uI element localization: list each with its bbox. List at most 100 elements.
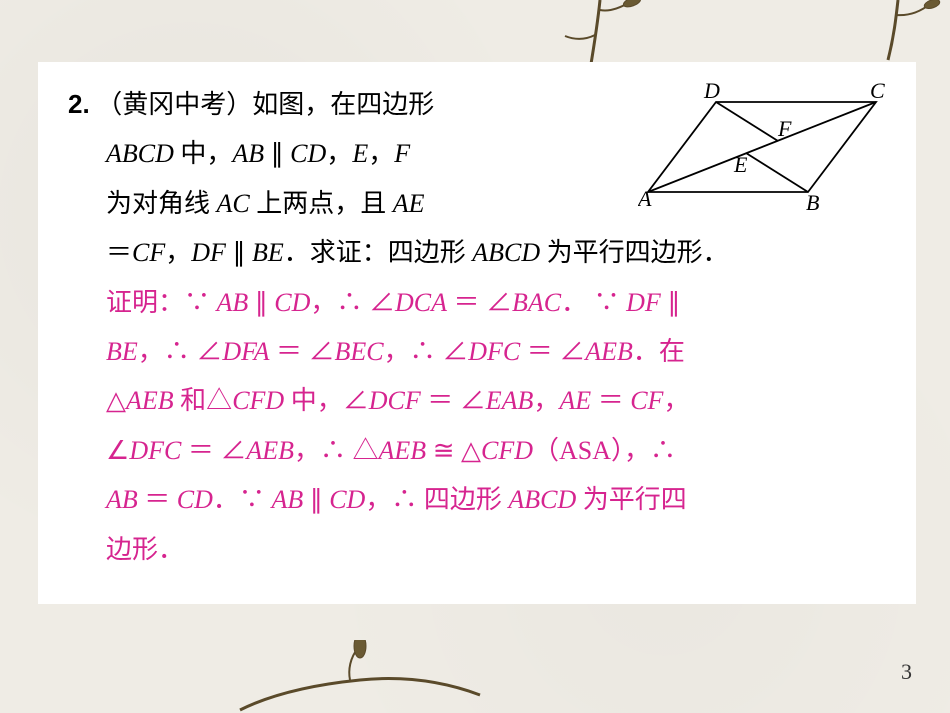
proof-line-2: BE， DFA ＝ BEC， DFC ＝ AEB．在 — [106, 327, 886, 376]
figure-label-F: F — [777, 116, 792, 141]
p-l3c: 上两点，且 — [250, 189, 393, 218]
angle-icon-6 — [559, 337, 585, 366]
proof-block: 证明： AB CD， DCA ＝ BAC． DF BE， DFA ＝ BEC， … — [68, 278, 886, 574]
geometry-figure: A B C D E F — [638, 80, 886, 210]
because-icon — [184, 288, 210, 317]
pf-AB2: AB — [106, 485, 138, 514]
pf-eq7: ＝ — [144, 485, 170, 514]
pf-DCF: DCF — [369, 386, 421, 415]
because-icon-3 — [239, 485, 265, 514]
proof-line-6: 边形． — [106, 525, 886, 574]
pf-5h: 四边形 — [424, 485, 509, 514]
pf-2b: ， — [138, 337, 164, 366]
pf-4d: ， — [294, 436, 320, 465]
therefore-icon — [336, 288, 362, 317]
content-box: A B C D E F 2. （黄冈中考）如图，在四边形 ABCD 中，AB C… — [38, 62, 916, 604]
p-l3a: 为对角线 — [106, 189, 217, 218]
pf-eq5: ＝ — [598, 386, 624, 415]
pf-CFD: CFD — [232, 386, 284, 415]
parallel-icon — [271, 139, 284, 168]
triangle-icon — [106, 386, 126, 415]
pf-2f: ， — [384, 337, 410, 366]
pf-ASA: ASA — [559, 436, 611, 465]
parallel-icon-2 — [232, 238, 245, 267]
pf-AEB: AEB — [585, 337, 633, 366]
figure-label-B: B — [806, 190, 819, 210]
therefore-icon-5 — [650, 436, 676, 465]
triangle-icon-2 — [206, 386, 232, 415]
src-close: ） — [226, 90, 252, 119]
figure-label-D: D — [703, 80, 720, 103]
parallel-icon-5 — [310, 485, 323, 514]
angle-icon-7 — [343, 386, 369, 415]
triangle-icon-4 — [461, 436, 481, 465]
pf-3b: 和 — [174, 386, 207, 415]
p-l2b: 中， — [174, 139, 233, 168]
p-l2g: ， — [368, 139, 394, 168]
angle-icon-5 — [442, 337, 468, 366]
p-F: F — [394, 139, 410, 168]
pf-1d: ， — [310, 288, 336, 317]
pf-CF: CF — [630, 386, 663, 415]
figure-label-E: E — [733, 152, 748, 177]
pf-CD3: CD — [329, 485, 365, 514]
proof-line-5: AB ＝ CD． AB CD， 四边形 ABCD 为平行四 — [106, 475, 886, 524]
pf-DFC: DFC — [468, 337, 520, 366]
pf-CD: CD — [274, 288, 310, 317]
p-eq1: ＝ — [68, 238, 132, 267]
pf-eq1: ＝ — [453, 288, 479, 317]
pf-AEB3: AEB — [246, 436, 294, 465]
pf-BE: BE — [106, 337, 138, 366]
p-ABCD: ABCD — [106, 139, 174, 168]
pf-DFA: DFA — [222, 337, 269, 366]
parallel-icon-3 — [255, 288, 268, 317]
pf-6a: 边形． — [106, 535, 184, 564]
pf-AEB4: AEB — [379, 436, 427, 465]
p-CF: CF — [132, 238, 165, 267]
problem-number: 2. — [68, 89, 90, 119]
src-open: （ — [96, 90, 122, 119]
pf-eq3: ＝ — [527, 337, 553, 366]
pf-5d: ． — [213, 485, 239, 514]
pf-BEC: BEC — [335, 337, 384, 366]
pf-DCA: DCA — [395, 288, 447, 317]
angle-icon-10 — [220, 436, 246, 465]
angle-icon — [369, 288, 395, 317]
therefore-icon-3 — [410, 337, 436, 366]
branch-right-icon — [868, 0, 950, 70]
pf-AB: AB — [217, 288, 249, 317]
p-AE: AE — [393, 189, 425, 218]
because-icon-2 — [594, 288, 620, 317]
figure-label-C: C — [870, 80, 885, 103]
parallel-icon-4 — [667, 288, 680, 317]
p-AB: AB — [232, 139, 264, 168]
p-ABCD2: ABCD — [472, 238, 540, 267]
pf-2j: ．在 — [633, 337, 685, 366]
proof-line-1: 证明： AB CD， DCA ＝ BAC． DF — [106, 278, 886, 327]
therefore-icon-4 — [320, 436, 346, 465]
proof-line-4: DFC ＝ AEB， AEB CFD（ASA）， — [106, 426, 886, 475]
pf-DF: DF — [626, 288, 661, 317]
pf-1h: ． — [561, 288, 587, 317]
p-l1a: 如图，在四边形 — [252, 90, 434, 119]
angle-icon-8 — [460, 386, 486, 415]
angle-icon-3 — [196, 337, 222, 366]
pf-BAC: BAC — [512, 288, 561, 317]
problem-line-4: ＝CF，DF BE．求证：四边形 ABCD 为平行四边形． — [68, 228, 886, 277]
p-l4f: ．求证：四边形 — [284, 238, 473, 267]
pf-eq4: ＝ — [427, 386, 453, 415]
figure-label-A: A — [638, 186, 652, 210]
pf-3h: ， — [533, 386, 559, 415]
angle-icon-4 — [309, 337, 335, 366]
pf-5g: ， — [365, 485, 391, 514]
pf-ABCD: ABCD — [508, 485, 576, 514]
pf-eq6: ＝ — [188, 436, 214, 465]
p-AC: AC — [217, 189, 250, 218]
pf-3d: 中， — [284, 386, 343, 415]
pf-eq2: ＝ — [276, 337, 302, 366]
page-number: 3 — [901, 659, 912, 685]
pf-CD2: CD — [177, 485, 213, 514]
p-l4h: 为平行四边形． — [540, 238, 729, 267]
pf-4i: ）， — [611, 436, 650, 465]
triangle-icon-3 — [353, 436, 379, 465]
